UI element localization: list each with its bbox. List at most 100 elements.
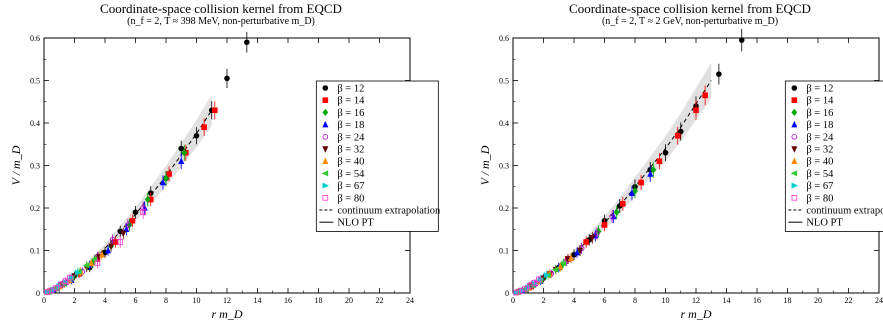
y-tick-label: 0.2	[30, 204, 40, 213]
legend-marker	[791, 108, 798, 117]
data-point	[638, 179, 644, 186]
y-tick-label: 0.3	[30, 162, 40, 171]
legend-label: β = 67	[337, 181, 364, 192]
y-axis-label: V / m_D	[478, 145, 492, 185]
x-tick-label: 16	[284, 296, 292, 305]
legend-label: continuum extrapolation	[337, 206, 441, 217]
data-point	[543, 272, 551, 279]
legend-label: β = 80	[806, 193, 833, 204]
data-point	[109, 237, 116, 243]
x-tick-label: 16	[753, 296, 761, 305]
data-point	[656, 158, 663, 165]
legend-marker	[322, 182, 330, 189]
x-tick-label: 18	[315, 296, 323, 305]
legend-label: β = 54	[806, 169, 834, 180]
legend-marker	[791, 120, 798, 128]
data-point	[738, 37, 745, 43]
data-point	[105, 246, 112, 254]
x-tick-label: 14	[723, 296, 731, 305]
data-point	[224, 75, 230, 82]
data-point	[702, 92, 708, 99]
legend-label: β = 80	[337, 193, 364, 204]
legend-marker	[322, 120, 329, 128]
data-point	[551, 266, 559, 273]
continuum-error-band	[513, 62, 712, 294]
x-tick-label: 12	[223, 296, 231, 305]
data-point	[613, 208, 620, 216]
x-tick-label: 22	[376, 296, 384, 305]
data-point	[567, 254, 574, 261]
data-point	[144, 195, 151, 204]
data-point	[163, 174, 169, 182]
x-tick-label: 22	[845, 296, 853, 305]
data-point	[88, 259, 95, 267]
data-point	[90, 255, 98, 263]
y-tick-label: 0	[36, 289, 40, 298]
data-point	[609, 213, 615, 220]
y-tick-label: 0.5	[30, 77, 40, 86]
y-tick-label: 0.5	[499, 77, 509, 86]
legend-label: β = 24	[337, 132, 365, 143]
data-point	[693, 107, 699, 114]
x-tick-label: 10	[193, 296, 201, 305]
data-point	[677, 128, 684, 135]
legend-label: β = 40	[337, 157, 364, 168]
legend-label: β = 32	[806, 145, 833, 156]
x-tick-label: 18	[784, 296, 792, 305]
x-tick-label: 2	[542, 296, 546, 305]
legend-label: β = 14	[806, 96, 834, 107]
data-point	[159, 178, 166, 186]
x-tick-label: 10	[662, 296, 670, 305]
x-tick-label: 20	[814, 296, 822, 305]
legend-label: β = 16	[806, 108, 833, 119]
legend-marker	[791, 194, 798, 201]
y-axis-label: V / m_D	[9, 145, 23, 185]
legend-label: β = 16	[337, 108, 364, 119]
continuum-error-band	[44, 94, 212, 293]
data-point	[98, 250, 105, 258]
data-point	[647, 170, 654, 177]
data-point	[557, 262, 564, 270]
legend-marker	[322, 157, 329, 165]
data-point	[594, 230, 600, 237]
legend-marker	[322, 194, 329, 201]
x-tick-label: 6	[134, 296, 138, 305]
chart-subtitle: (n_f = 2, T ≈ 398 MeV, non-perturbative …	[127, 16, 315, 27]
data-point	[632, 187, 638, 195]
x-tick-label: 0	[511, 296, 515, 305]
legend-marker	[322, 108, 329, 117]
legend-marker	[322, 146, 329, 153]
data-point	[132, 209, 139, 216]
y-tick-label: 0.1	[499, 247, 509, 256]
x-tick-label: 24	[875, 296, 883, 305]
legend-label: β = 24	[806, 132, 834, 143]
data-point	[628, 189, 635, 196]
x-tick-label: 0	[42, 296, 46, 305]
data-point	[166, 171, 172, 177]
data-point	[57, 281, 64, 288]
x-tick-label: 8	[164, 296, 168, 305]
data-point	[108, 243, 115, 251]
data-point	[583, 239, 589, 245]
legend-marker	[791, 85, 798, 91]
data-point	[589, 234, 596, 242]
y-tick-label: 0.4	[499, 119, 509, 128]
data-point	[536, 276, 542, 283]
chart-panel-right: Coordinate-space collision kernel from E…	[478, 1, 883, 321]
legend-marker	[321, 170, 329, 177]
data-point	[559, 260, 567, 267]
legend-marker	[322, 134, 329, 140]
legend-box	[315, 80, 439, 232]
x-tick-label: 14	[254, 296, 262, 305]
legend-label: β = 54	[337, 169, 365, 180]
chart-title: Coordinate-space collision kernel from E…	[569, 1, 811, 16]
legend-label: NLO PT	[337, 218, 374, 229]
legend-box	[784, 80, 883, 232]
x-axis-label: r m_D	[680, 307, 711, 321]
data-point	[244, 39, 250, 46]
data-point	[193, 132, 200, 139]
data-point	[62, 278, 69, 284]
y-tick-label: 0.4	[30, 119, 40, 128]
x-tick-label: 4	[572, 296, 576, 305]
